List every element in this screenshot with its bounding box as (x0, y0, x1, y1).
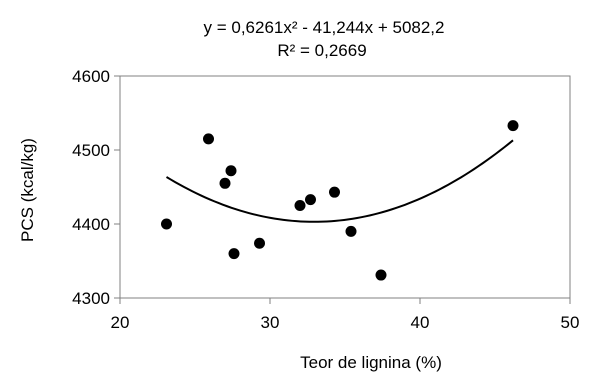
data-point (219, 177, 231, 189)
x-tick-label: 30 (261, 313, 280, 332)
trendline-equation: y = 0,6261x² - 41,244x + 5082,2 (203, 18, 444, 37)
data-point (294, 200, 306, 211)
y-axis-title: PCS (kcal/kg) (18, 138, 37, 242)
trendline-curve (165, 139, 514, 223)
data-point (345, 225, 357, 237)
data-point (375, 269, 387, 281)
data-point (305, 194, 316, 206)
x-axis-title: Teor de lignina (%) (300, 353, 442, 372)
x-tick-label: 40 (411, 313, 430, 332)
plot-frame (119, 75, 571, 299)
y-tick-label: 4600 (72, 67, 110, 86)
data-point (161, 218, 172, 230)
x-tick-label: 50 (561, 313, 580, 332)
data-point (203, 133, 214, 145)
data-point (225, 165, 237, 177)
y-tick-label: 4500 (72, 141, 110, 160)
y-tick-label: 4400 (72, 215, 110, 234)
data-point (254, 237, 265, 249)
data-point (228, 248, 240, 260)
y-tick-label: 4300 (72, 289, 110, 308)
r-squared-label: R² = 0,2669 (277, 41, 366, 60)
data-point (507, 120, 519, 132)
x-tick-label: 20 (111, 313, 130, 332)
data-point (329, 186, 340, 198)
